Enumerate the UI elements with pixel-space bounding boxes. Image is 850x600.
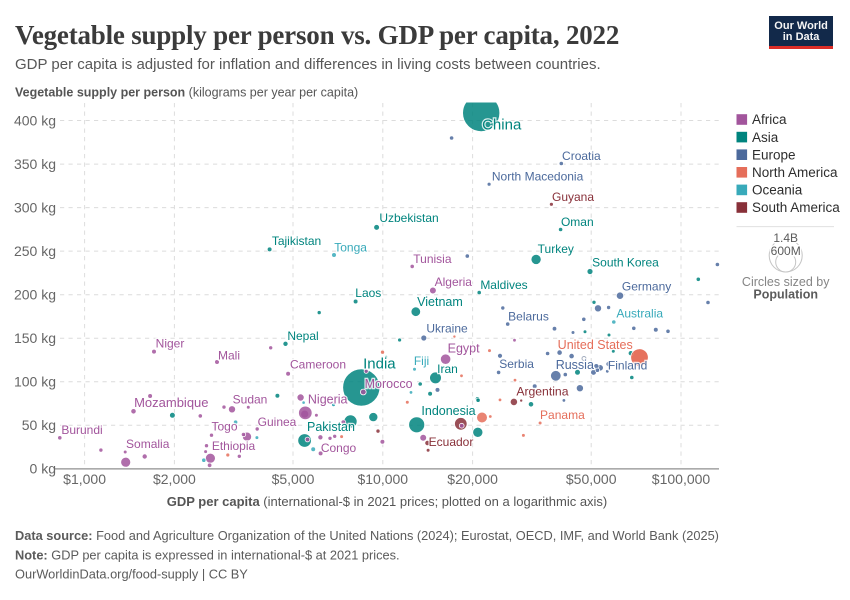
svg-text:Turkey: Turkey <box>538 242 574 256</box>
svg-text:50 kg: 50 kg <box>22 417 56 433</box>
svg-text:Nepal: Nepal <box>287 329 318 343</box>
svg-text:Data source: Food and Agricult: Data source: Food and Agriculture Organi… <box>15 528 719 543</box>
svg-text:350 kg: 350 kg <box>14 156 56 172</box>
svg-text:GDP per capita (international-: GDP per capita (international-$ in 2021 … <box>167 494 608 509</box>
svg-text:Tajikistan: Tajikistan <box>272 234 321 248</box>
svg-text:OurWorldinData.org/food-supply: OurWorldinData.org/food-supply | CC BY <box>15 567 248 582</box>
svg-text:0 kg: 0 kg <box>30 461 56 477</box>
svg-text:South America: South America <box>752 200 840 215</box>
svg-text:South Korea: South Korea <box>592 256 659 270</box>
svg-text:Mozambique: Mozambique <box>134 395 208 410</box>
svg-text:Pakistan: Pakistan <box>307 420 355 434</box>
svg-text:200 kg: 200 kg <box>14 287 56 303</box>
svg-text:North Macedonia: North Macedonia <box>492 170 584 184</box>
svg-text:United States: United States <box>558 338 633 352</box>
svg-text:Oman: Oman <box>561 215 594 229</box>
svg-text:Uzbekistan: Uzbekistan <box>379 211 438 225</box>
svg-text:Finland: Finland <box>608 358 647 372</box>
svg-text:250 kg: 250 kg <box>14 243 56 259</box>
svg-text:Niger: Niger <box>156 337 185 351</box>
svg-text:Ecuador: Ecuador <box>429 435 474 449</box>
svg-text:Algeria: Algeria <box>435 275 473 289</box>
svg-text:Burundi: Burundi <box>61 423 102 437</box>
svg-text:Nigeria: Nigeria <box>308 393 348 407</box>
svg-text:Australia: Australia <box>616 307 663 321</box>
svg-text:Russia: Russia <box>556 358 594 372</box>
svg-text:North America: North America <box>752 165 838 180</box>
svg-text:Croatia: Croatia <box>562 149 601 163</box>
svg-text:Laos: Laos <box>355 286 381 300</box>
svg-text:Population: Population <box>753 288 818 302</box>
svg-text:Mali: Mali <box>218 349 240 363</box>
svg-text:Note: GDP per capita is expres: Note: GDP per capita is expressed in int… <box>15 548 400 563</box>
svg-text:Belarus: Belarus <box>508 310 549 324</box>
svg-text:Cameroon: Cameroon <box>290 357 346 371</box>
svg-text:400 kg: 400 kg <box>14 112 56 128</box>
svg-text:Morocco: Morocco <box>365 377 413 391</box>
svg-text:Somalia: Somalia <box>126 437 170 451</box>
svg-text:Oceania: Oceania <box>752 183 803 198</box>
svg-text:Tunisia: Tunisia <box>413 252 452 266</box>
svg-text:$100,000: $100,000 <box>652 471 711 487</box>
svg-text:Guyana: Guyana <box>552 190 594 204</box>
svg-text:$10,000: $10,000 <box>357 471 408 487</box>
svg-text:Iran: Iran <box>437 362 458 376</box>
svg-text:Panama: Panama <box>540 408 585 422</box>
svg-text:150 kg: 150 kg <box>14 330 56 346</box>
svg-text:Serbia: Serbia <box>499 357 534 371</box>
svg-text:India: India <box>363 356 396 373</box>
svg-text:Tonga: Tonga <box>334 240 367 254</box>
svg-text:Circles sized by: Circles sized by <box>742 275 830 289</box>
svg-text:Ukraine: Ukraine <box>426 322 468 336</box>
svg-text:Asia: Asia <box>752 130 779 145</box>
svg-text:Sudan: Sudan <box>233 393 268 407</box>
svg-text:Indonesia: Indonesia <box>421 404 475 418</box>
svg-text:Togo: Togo <box>211 420 237 434</box>
svg-text:$2,000: $2,000 <box>153 471 196 487</box>
svg-text:100 kg: 100 kg <box>14 374 56 390</box>
svg-text:Argentina: Argentina <box>516 385 568 399</box>
svg-text:Vegetable supply per person (k: Vegetable supply per person (kilograms p… <box>15 86 358 100</box>
svg-text:Egypt: Egypt <box>448 342 480 356</box>
svg-text:Africa: Africa <box>752 112 787 127</box>
svg-text:Ethiopia: Ethiopia <box>212 439 256 453</box>
svg-text:Vietnam: Vietnam <box>417 295 463 309</box>
svg-text:$1,000: $1,000 <box>63 471 106 487</box>
svg-text:$5,000: $5,000 <box>272 471 315 487</box>
svg-text:600M: 600M <box>771 244 801 258</box>
svg-text:China: China <box>482 116 522 133</box>
svg-text:Fiji: Fiji <box>414 354 429 368</box>
svg-text:1.4B: 1.4B <box>773 231 798 245</box>
svg-text:300 kg: 300 kg <box>14 199 56 215</box>
svg-text:Germany: Germany <box>622 280 671 294</box>
svg-text:$20,000: $20,000 <box>447 471 498 487</box>
svg-text:Guinea: Guinea <box>258 415 297 429</box>
svg-text:$50,000: $50,000 <box>566 471 617 487</box>
svg-text:Maldives: Maldives <box>480 278 527 292</box>
svg-text:Europe: Europe <box>752 147 796 162</box>
svg-text:Congo: Congo <box>321 441 357 455</box>
